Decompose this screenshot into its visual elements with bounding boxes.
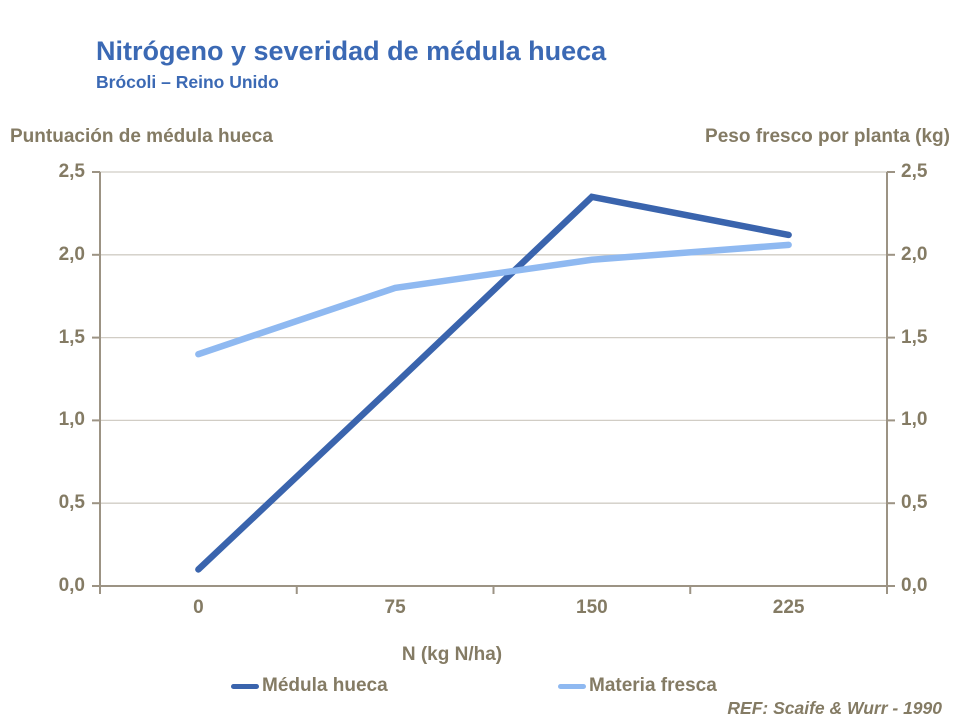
- y-axis-right-tick-label: 2,0: [901, 243, 928, 265]
- left-axis-title: Puntuación de médula hueca: [10, 126, 273, 147]
- y-axis-left-tick-label: 2,5: [58, 161, 85, 182]
- right-axis-title: Peso fresco por planta (kg): [705, 126, 950, 147]
- materia-fresca-line-swatch: [558, 683, 586, 689]
- y-axis-left-tick-label: 2,0: [58, 243, 85, 265]
- x-axis-tick-label: 75: [384, 597, 406, 618]
- legend-entry-medula-hueca: Médula hueca: [231, 674, 388, 698]
- y-axis-right-tick-label: 1,0: [901, 409, 928, 431]
- chart-subtitle: Brócoli – Reino Unido: [96, 72, 279, 92]
- legend-entry-materia-fresca: Materia fresca: [558, 674, 717, 698]
- chart-title: Nitrógeno y severidad de médula hueca: [96, 36, 607, 66]
- medula-hueca-line-swatch: [231, 683, 259, 689]
- reference-note: REF: Scaife & Wurr - 1990: [727, 698, 942, 718]
- x-axis-tick-label: 150: [576, 597, 608, 618]
- y-axis-right-tick-label: 2,5: [901, 161, 928, 182]
- x-axis-title: N (kg N/ha): [401, 644, 503, 665]
- y-axis-right-tick-label: 1,5: [901, 326, 928, 348]
- legend-label-materia-fresca: Materia fresca: [589, 675, 717, 696]
- legend-label-medula-hueca: Médula hueca: [262, 675, 388, 696]
- series-line-médula-hueca: [195, 193, 792, 573]
- x-axis-tick-label: 0: [193, 597, 204, 618]
- y-axis-left-tick-label: 1,0: [58, 409, 85, 431]
- y-axis-left-tick-label: 0,5: [58, 492, 85, 514]
- y-axis-right-tick-label: 0,0: [901, 575, 928, 596]
- y-axis-right-tick-label: 0,5: [901, 492, 928, 514]
- y-axis-left-tick-label: 1,5: [58, 326, 85, 348]
- series-line-materia-fresca: [195, 241, 792, 358]
- x-axis-tick-label: 225: [772, 597, 805, 618]
- y-axis-left-tick-label: 0,0: [58, 575, 85, 596]
